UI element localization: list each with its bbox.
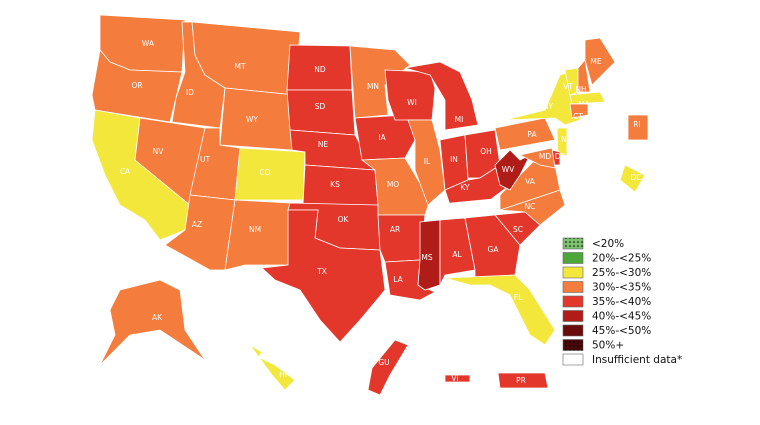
legend-swatch	[562, 295, 584, 308]
state-label: NC	[525, 202, 536, 211]
state-label: VT	[563, 82, 573, 91]
state	[367, 339, 409, 396]
legend-swatch	[562, 353, 584, 366]
state-label: IA	[378, 133, 386, 142]
legend-label: 35%-<40%	[592, 296, 651, 308]
state	[569, 91, 606, 105]
state	[444, 374, 471, 383]
state-label: MN	[367, 82, 379, 91]
legend-label: 20%-<25%	[592, 253, 651, 265]
state-label: MO	[387, 180, 399, 189]
state-label: IN	[450, 155, 458, 164]
legend-swatch	[562, 252, 584, 264]
state-label: TX	[316, 267, 327, 276]
state-label: WA	[142, 39, 155, 48]
state-label: VI	[451, 374, 458, 383]
state-label: WV	[502, 165, 515, 174]
state	[439, 217, 476, 286]
state-label: HI	[279, 370, 287, 379]
state	[404, 61, 479, 131]
state	[302, 164, 379, 206]
state	[494, 117, 556, 151]
legend-dots	[563, 238, 583, 249]
legend-label: 25%-<30%	[592, 267, 651, 279]
state-label: MT	[234, 62, 245, 71]
state-label: KS	[330, 180, 340, 189]
state	[556, 127, 568, 156]
state-label: MS	[421, 253, 432, 262]
state-label: GU	[378, 358, 389, 367]
legend-label: Insufficient data*	[592, 354, 682, 366]
legend-swatch	[562, 310, 584, 322]
state	[577, 59, 591, 93]
states: WA OR CA NV ID MT WY UT AZ CO NM ND SD NE KS OK TX MN IA MO…	[91, 14, 649, 396]
state-label: NJ	[561, 135, 569, 144]
state-label: UT	[200, 155, 210, 164]
legend-label: 40%-<45%	[592, 311, 651, 323]
state-label: KY	[460, 183, 470, 192]
state	[261, 209, 386, 343]
legend-label: <20%	[592, 238, 624, 250]
state-label: PA	[527, 130, 537, 139]
legend-label: 45%-<50%	[592, 325, 651, 337]
state-label: TN	[450, 208, 461, 217]
state-label: WI	[407, 98, 417, 107]
state	[494, 149, 531, 191]
state-label: ND	[314, 65, 326, 74]
state	[99, 279, 206, 366]
state-label: NV	[153, 147, 165, 156]
state-label: CT	[573, 112, 583, 121]
state-label: RI	[633, 120, 640, 129]
state-label: NM	[249, 225, 261, 234]
state-label: IL	[424, 157, 431, 166]
state-label: OH	[480, 147, 492, 156]
state	[286, 89, 356, 136]
state-label: PR	[516, 376, 526, 385]
state	[497, 372, 549, 389]
state-label: GA	[488, 245, 500, 254]
state-label: MD	[539, 152, 551, 161]
state	[407, 119, 446, 206]
state	[384, 69, 436, 121]
legend-dots	[563, 339, 583, 351]
state-label: AK	[152, 313, 163, 322]
state-label: AZ	[192, 220, 202, 229]
state-label: DC	[630, 173, 641, 182]
state-label: WY	[246, 115, 258, 124]
state-label: LA	[393, 275, 403, 284]
legend-swatch	[562, 266, 584, 279]
state	[569, 103, 589, 119]
legend-swatch	[562, 281, 584, 293]
state-label: FL	[514, 293, 523, 302]
state-label: SC	[513, 225, 523, 234]
state-label: AL	[452, 250, 462, 259]
state	[619, 164, 646, 193]
state-label: CO	[259, 168, 270, 177]
state	[627, 114, 649, 141]
state-label: ID	[186, 88, 194, 97]
state-label: OR	[131, 81, 142, 90]
state	[444, 274, 556, 346]
state-label: OK	[338, 215, 350, 224]
state-label: NY	[543, 102, 554, 111]
state	[377, 214, 426, 263]
state	[224, 199, 291, 271]
legend-label: 30%-<35%	[592, 282, 651, 294]
state-label: MI	[455, 115, 464, 124]
state-label: AR	[390, 225, 400, 234]
legend: <20% 20%-<25% 25%-<30% 30%-<35% 35%-<40% 40%-…	[562, 237, 682, 366]
state-label: DE	[555, 152, 566, 161]
legend-swatch	[562, 324, 584, 337]
state	[584, 37, 616, 86]
state-label: VA	[525, 177, 536, 186]
state-label: ME	[590, 57, 601, 66]
state-label: NE	[318, 140, 329, 149]
state	[518, 147, 556, 169]
state-label: NH	[575, 85, 586, 94]
state	[247, 344, 296, 391]
state-label: SD	[315, 102, 326, 111]
legend-label: 50%+	[592, 340, 624, 352]
state-label: CA	[120, 167, 131, 176]
